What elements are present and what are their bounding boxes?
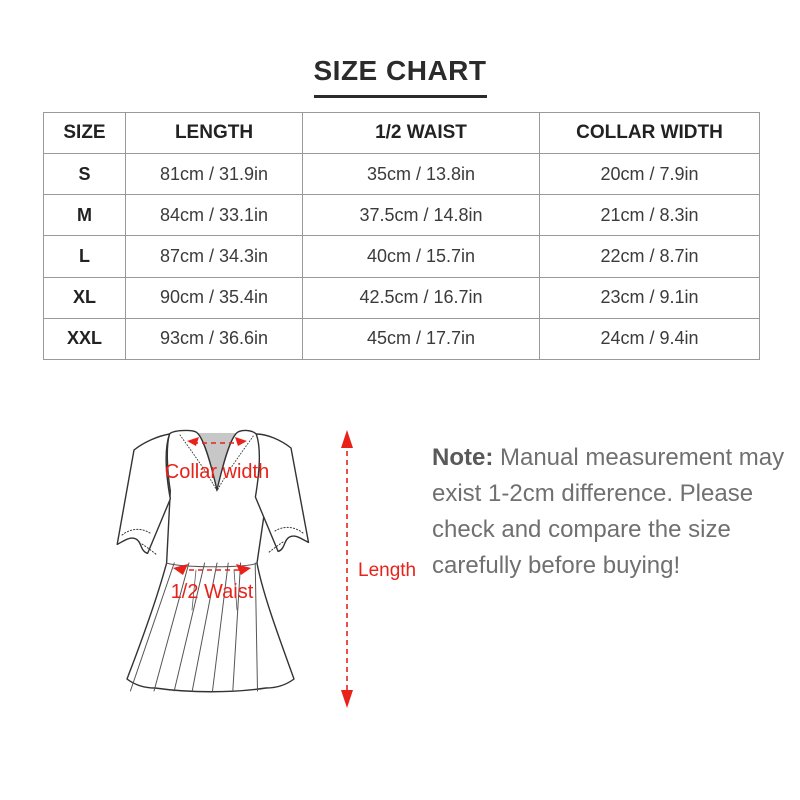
svg-text:1/2 Waist: 1/2 Waist	[171, 581, 254, 603]
svg-text:Length: Length	[358, 560, 416, 581]
svg-text:Collar width: Collar width	[165, 461, 269, 483]
